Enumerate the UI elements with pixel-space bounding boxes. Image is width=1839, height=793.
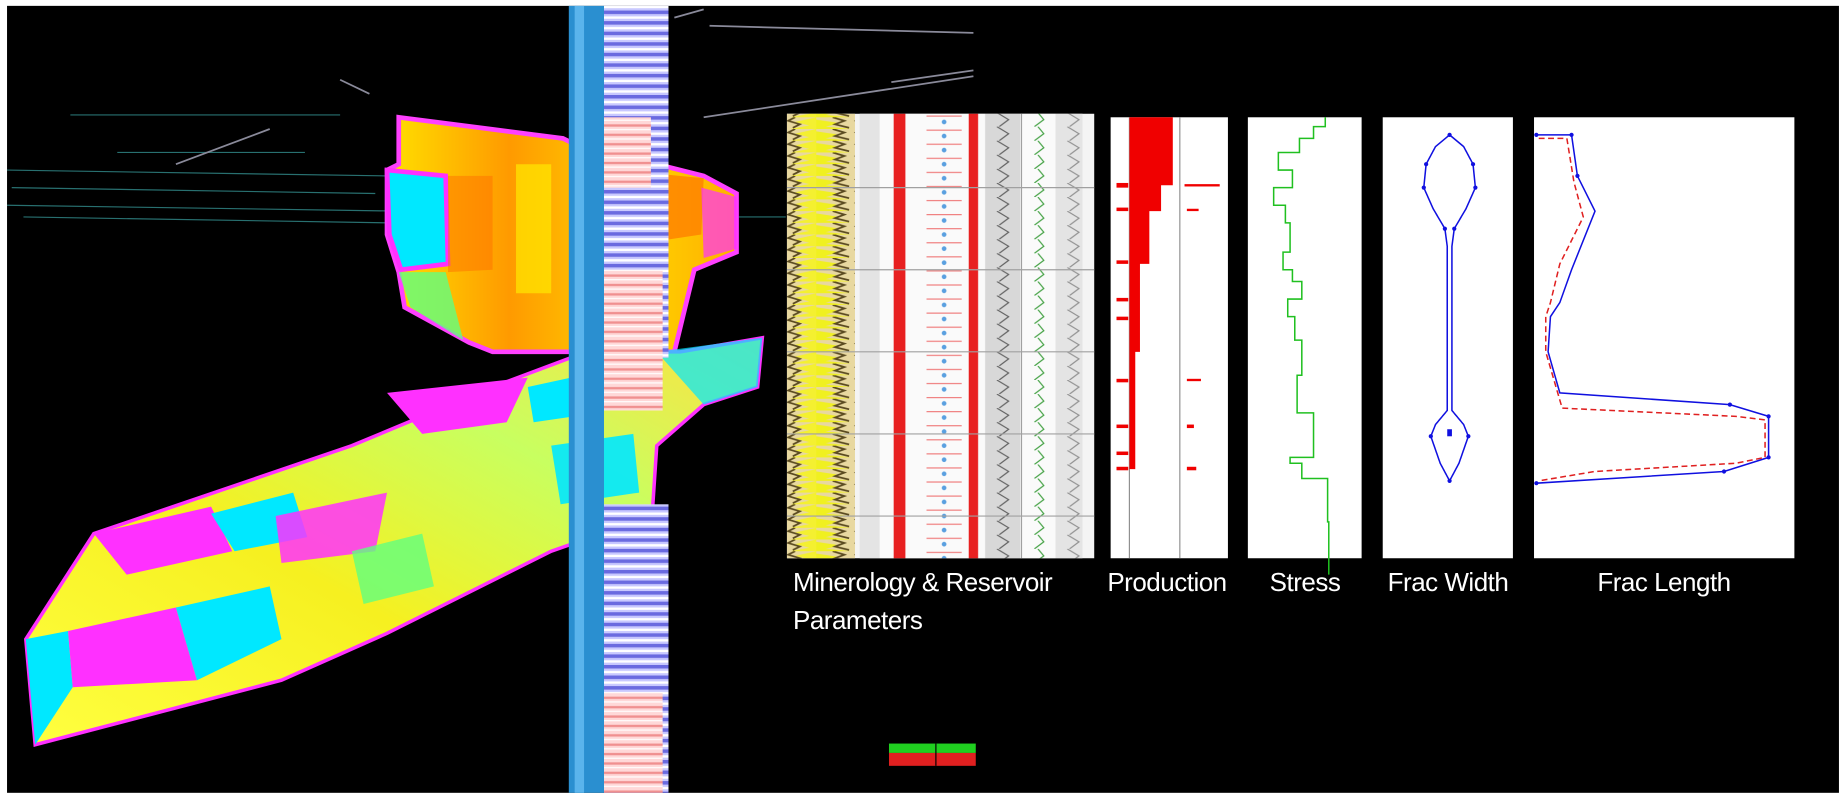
panel-label: Frac Length: [1597, 567, 1731, 597]
panel-label: Minerology & Reservoir Parameters: [793, 567, 1053, 635]
panel-label: Stress: [1269, 567, 1341, 597]
panel-label: Production: [1107, 567, 1227, 597]
panel-label: Frac Width: [1387, 567, 1509, 597]
